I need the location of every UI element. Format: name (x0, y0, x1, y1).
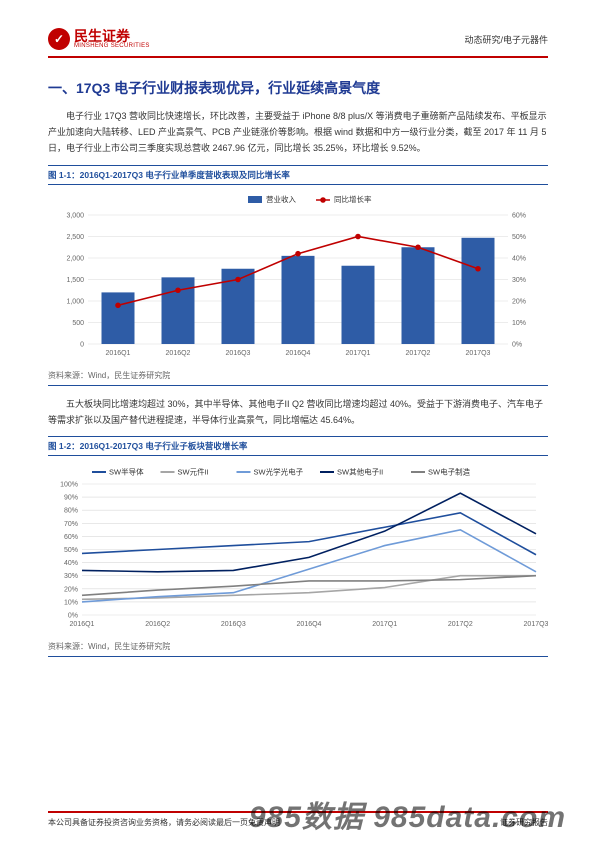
svg-text:1,000: 1,000 (66, 298, 84, 305)
svg-text:2016Q2: 2016Q2 (166, 350, 191, 357)
svg-text:500: 500 (72, 320, 84, 327)
svg-text:60%: 60% (64, 534, 78, 541)
svg-text:3,000: 3,000 (66, 212, 84, 219)
svg-text:2017Q1: 2017Q1 (372, 621, 397, 628)
svg-text:100%: 100% (60, 481, 78, 488)
header-category: 动态研究/电子元器件 (464, 33, 548, 46)
paragraph-2: 五大板块同比增速均超过 30%，其中半导体、其他电子II Q2 营收同比增速均超… (48, 396, 548, 428)
svg-text:2,500: 2,500 (66, 234, 84, 241)
svg-text:20%: 20% (64, 586, 78, 593)
figure2-caption: 图 1-2：2016Q1-2017Q3 电子行业子板块营收增长率 (48, 436, 548, 456)
svg-text:2016Q3: 2016Q3 (221, 621, 246, 628)
svg-text:2,000: 2,000 (66, 255, 84, 262)
svg-text:0%: 0% (512, 341, 522, 348)
svg-text:2017Q3: 2017Q3 (524, 621, 548, 628)
svg-text:2016Q1: 2016Q1 (106, 350, 131, 357)
svg-text:30%: 30% (512, 277, 526, 284)
footer-right: 证券研究报告 (500, 817, 548, 828)
svg-text:2017Q2: 2017Q2 (406, 350, 431, 357)
svg-text:2016Q2: 2016Q2 (145, 621, 170, 628)
svg-text:90%: 90% (64, 495, 78, 502)
svg-text:50%: 50% (512, 234, 526, 241)
page-header: ✓ 民生证券 MINSHENG SECURITIES 动态研究/电子元器件 (48, 28, 548, 58)
logo: ✓ 民生证券 MINSHENG SECURITIES (48, 28, 150, 50)
svg-text:10%: 10% (512, 320, 526, 327)
svg-text:2017Q2: 2017Q2 (448, 621, 473, 628)
figure1-chart: 0 500 1,000 1,500 2,000 2,500 3,000 0% 10% 20% 30%… (48, 191, 548, 366)
svg-text:SW半导体: SW半导体 (109, 466, 144, 476)
svg-text:40%: 40% (512, 255, 526, 262)
svg-text:0: 0 (80, 341, 84, 348)
svg-text:70%: 70% (64, 521, 78, 528)
footer-left: 本公司具备证券投资咨询业务资格，请务必阅读最后一页免责声明 (48, 817, 280, 828)
svg-text:1,500: 1,500 (66, 277, 84, 284)
logo-icon: ✓ (48, 28, 70, 50)
figure1-caption: 图 1-1：2016Q1-2017Q3 电子行业单季度营收表现及同比增长率 (48, 165, 548, 185)
svg-text:2016Q3: 2016Q3 (226, 350, 251, 357)
svg-text:2017Q3: 2017Q3 (466, 350, 491, 357)
svg-text:SW电子制造: SW电子制造 (428, 466, 471, 476)
svg-text:2016Q4: 2016Q4 (286, 350, 311, 357)
paragraph-1: 电子行业 17Q3 营收同比快速增长，环比改善，主要受益于 iPhone 8/8… (48, 108, 548, 157)
svg-text:同比增长率: 同比增长率 (334, 194, 372, 204)
svg-text:40%: 40% (64, 560, 78, 567)
section-title: 一、17Q3 电子行业财报表现优异，行业延续高景气度 (48, 78, 548, 98)
logo-text-en: MINSHENG SECURITIES (74, 43, 150, 49)
svg-text:10%: 10% (64, 599, 78, 606)
figure2-source: 资料来源：Wind，民生证券研究院 (48, 641, 548, 657)
svg-text:50%: 50% (64, 547, 78, 554)
svg-text:0%: 0% (68, 612, 78, 619)
svg-text:2017Q1: 2017Q1 (346, 350, 371, 357)
svg-text:SW光学光电子: SW光学光电子 (254, 466, 304, 476)
svg-text:80%: 80% (64, 508, 78, 515)
figure1-source: 资料来源：Wind，民生证券研究院 (48, 370, 548, 386)
figure2-chart: 0% 10% 20% 30% 40% 50% 60% 70% 80% 90% 100% 2016Q1 2… (48, 462, 548, 637)
page-footer: 本公司具备证券投资咨询业务资格，请务必阅读最后一页免责声明 证券研究报告 (48, 811, 548, 828)
svg-text:SW其他电子II: SW其他电子II (337, 466, 383, 476)
svg-text:20%: 20% (512, 298, 526, 305)
svg-text:SW元件II: SW元件II (178, 466, 209, 476)
svg-text:60%: 60% (512, 212, 526, 219)
svg-text:2016Q4: 2016Q4 (297, 621, 322, 628)
svg-text:2016Q1: 2016Q1 (70, 621, 95, 628)
logo-text-cn: 民生证券 (74, 29, 150, 43)
svg-text:30%: 30% (64, 573, 78, 580)
svg-text:营业收入: 营业收入 (266, 194, 296, 204)
